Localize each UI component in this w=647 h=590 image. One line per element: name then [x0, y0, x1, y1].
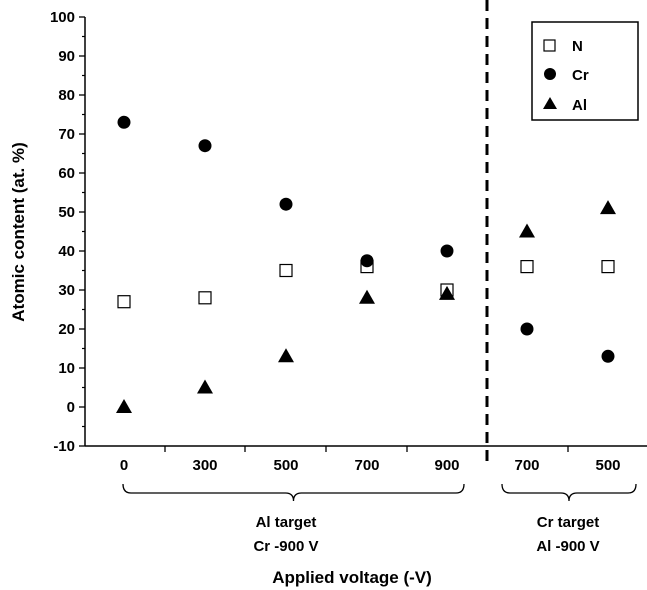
y-tick-label: 80 — [58, 87, 75, 104]
legend-al-marker — [543, 97, 557, 109]
x-tick-label: 700 — [354, 457, 379, 474]
group-1-brace — [122, 483, 465, 502]
x-tick-label: 500 — [273, 457, 298, 474]
x-tick-label: 700 — [514, 457, 539, 474]
group-2-brace — [501, 483, 637, 502]
n-point — [117, 295, 131, 309]
al-point — [600, 200, 616, 215]
tick-marks — [79, 16, 569, 452]
legend-n-marker — [543, 39, 556, 52]
y-tick-label: 30 — [58, 282, 75, 299]
y-tick-label: -10 — [53, 438, 75, 455]
n-point — [279, 263, 293, 278]
group-braces — [122, 483, 637, 502]
y-tick-label: 0 — [67, 399, 75, 416]
y-tick-label: 40 — [58, 243, 75, 260]
legend: N Cr Al — [531, 21, 639, 121]
group-2-label-line1: Cr target — [537, 514, 600, 531]
legend-cr-label: Cr — [572, 67, 589, 84]
data-points — [116, 115, 616, 413]
y-tick-label: 100 — [50, 9, 75, 26]
al-point — [519, 223, 535, 238]
cr-point — [360, 254, 374, 268]
cr-point — [198, 139, 212, 153]
n-point — [520, 260, 534, 274]
al-point — [197, 379, 213, 394]
x-tick-labels: 0 300 500 700 900 700 500 — [120, 457, 621, 474]
x-tick-label: 300 — [192, 457, 217, 474]
cr-point — [601, 349, 615, 363]
al-point — [278, 348, 294, 363]
legend-n-label: N — [572, 38, 583, 55]
n-point — [601, 260, 615, 274]
legend-al-label: Al — [572, 97, 587, 114]
cr-point — [117, 115, 131, 129]
al-point — [439, 285, 455, 300]
y-tick-label: 10 — [58, 360, 75, 377]
cr-point — [279, 197, 293, 211]
group-2-label-line2: Al -900 V — [536, 538, 599, 555]
y-tick-labels: -10 0 10 20 30 40 50 60 70 80 90 100 — [50, 9, 75, 455]
y-tick-label: 20 — [58, 321, 75, 338]
x-axis-title: Applied voltage (-V) — [272, 568, 432, 587]
group-1-label-line2: Cr -900 V — [253, 538, 318, 555]
y-tick-label: 60 — [58, 165, 75, 182]
n-point — [198, 291, 212, 305]
y-tick-label: 50 — [58, 204, 75, 221]
cr-point — [520, 322, 534, 336]
x-tick-label: 500 — [595, 457, 620, 474]
x-tick-label: 0 — [120, 457, 128, 474]
group-1-label-line1: Al target — [256, 514, 317, 531]
al-point — [359, 289, 375, 304]
y-axis-title: Atomic content (at. %) — [9, 142, 28, 321]
y-tick-label: 70 — [58, 126, 75, 143]
y-tick-label: 90 — [58, 48, 75, 65]
x-tick-label: 900 — [434, 457, 459, 474]
al-point — [116, 399, 132, 413]
cr-point — [440, 244, 454, 258]
legend-cr-marker — [544, 68, 556, 80]
